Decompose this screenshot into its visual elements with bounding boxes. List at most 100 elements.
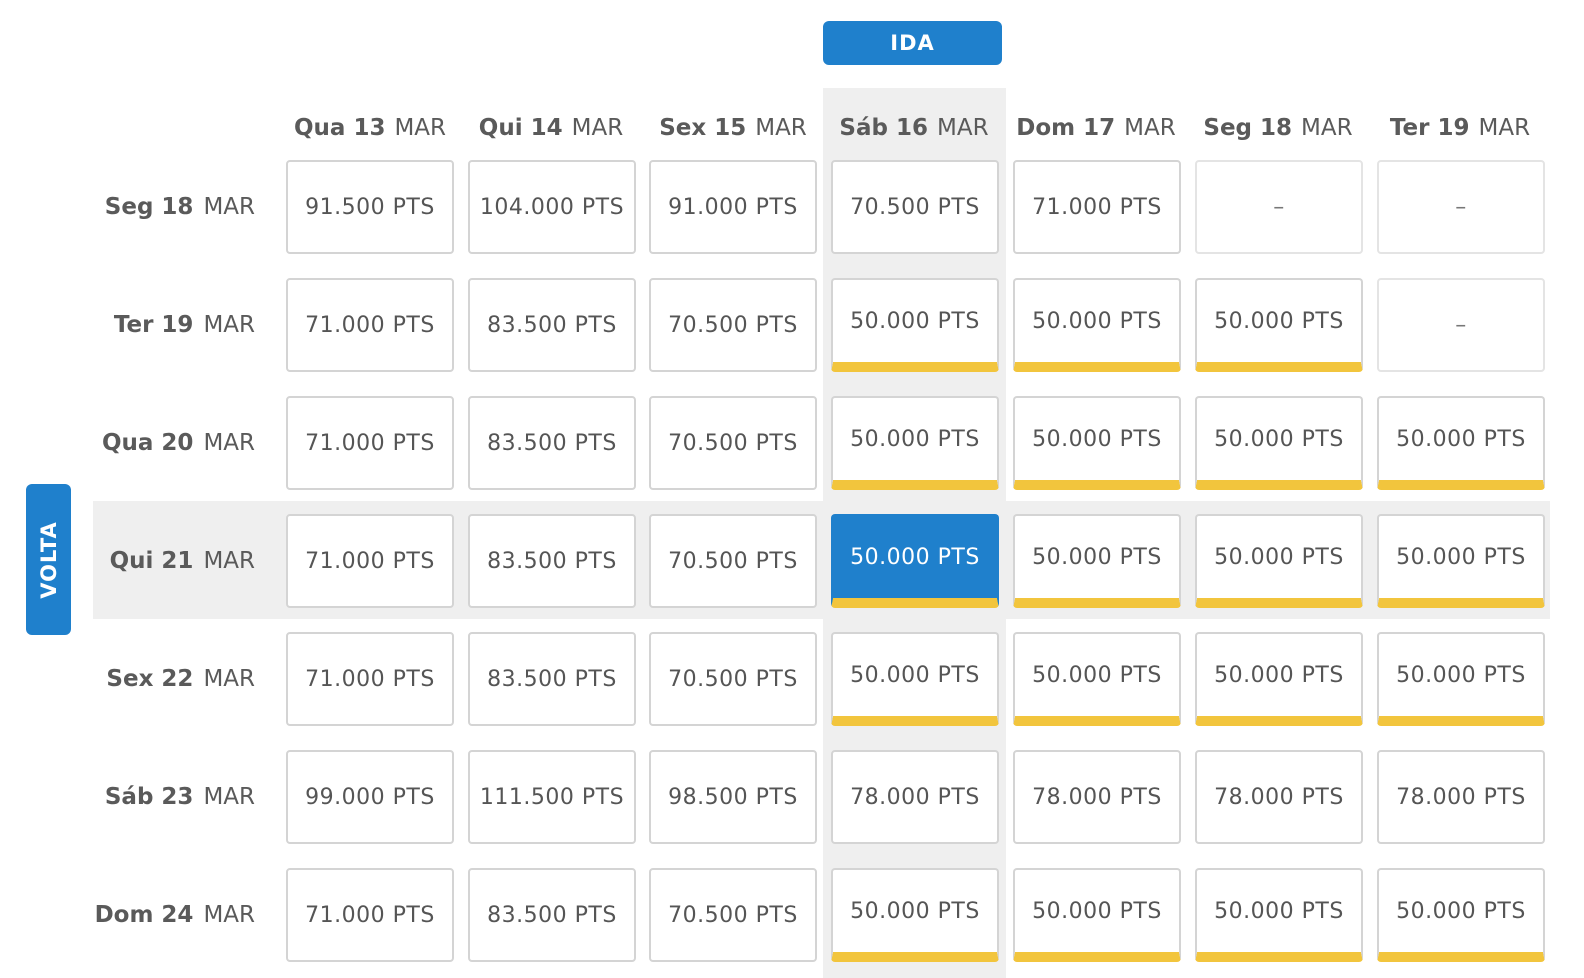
price-cell[interactable]: 50.000 PTS bbox=[831, 632, 999, 726]
price-cell[interactable]: 83.500 PTS bbox=[468, 868, 636, 962]
price-value: 83.500 PTS bbox=[487, 666, 617, 692]
outbound-date-header: Qui 14 MAR bbox=[460, 108, 642, 148]
outbound-date-header: Seg 18 MAR bbox=[1187, 108, 1369, 148]
price-cell[interactable]: 70.500 PTS bbox=[649, 278, 817, 372]
return-month-label: MAR bbox=[203, 194, 255, 220]
price-cell[interactable]: 83.500 PTS bbox=[468, 278, 636, 372]
price-value: 50.000 PTS bbox=[850, 898, 980, 924]
price-cell[interactable]: 78.000 PTS bbox=[1377, 750, 1545, 844]
price-value: 111.500 PTS bbox=[479, 784, 625, 810]
price-value: 50.000 PTS bbox=[1032, 544, 1162, 570]
outbound-month-label: MAR bbox=[755, 115, 807, 141]
return-day-label: Qui 21 bbox=[109, 548, 194, 574]
price-cell[interactable]: 71.000 PTS bbox=[286, 868, 454, 962]
price-cell[interactable]: 50.000 PTS bbox=[1377, 632, 1545, 726]
price-value: 71.000 PTS bbox=[305, 430, 435, 456]
price-value: 50.000 PTS bbox=[1396, 898, 1526, 924]
price-cell-unavailable: – bbox=[1377, 160, 1545, 254]
price-cell[interactable]: 91.500 PTS bbox=[286, 160, 454, 254]
price-value: 50.000 PTS bbox=[1214, 308, 1344, 334]
price-value: 50.000 PTS bbox=[1214, 426, 1344, 452]
price-cell[interactable]: 50.000 PTS bbox=[1013, 868, 1181, 962]
price-value: 70.500 PTS bbox=[668, 548, 798, 574]
return-month-label: MAR bbox=[203, 430, 255, 456]
price-value: 50.000 PTS bbox=[850, 662, 980, 688]
return-month-label: MAR bbox=[203, 548, 255, 574]
price-cell[interactable]: 50.000 PTS bbox=[1377, 514, 1545, 608]
price-cell[interactable]: 50.000 PTS bbox=[1377, 868, 1545, 962]
price-cell[interactable]: 50.000 PTS bbox=[1195, 396, 1363, 490]
price-cell[interactable]: 50.000 PTS bbox=[1013, 514, 1181, 608]
price-value: 50.000 PTS bbox=[1396, 544, 1526, 570]
outbound-day-label: Seg 18 bbox=[1203, 115, 1293, 141]
price-cell[interactable]: 70.500 PTS bbox=[831, 160, 999, 254]
price-cell[interactable]: 50.000 PTS bbox=[1013, 278, 1181, 372]
price-cell[interactable]: 50.000 PTS bbox=[1377, 396, 1545, 490]
return-date-header: Sex 22 MAR bbox=[60, 659, 255, 699]
price-value: – bbox=[1455, 312, 1467, 338]
price-cell[interactable]: 70.500 PTS bbox=[649, 868, 817, 962]
price-cell[interactable]: 50.000 PTS bbox=[831, 396, 999, 490]
price-value: 78.000 PTS bbox=[1396, 784, 1526, 810]
price-cell[interactable]: 71.000 PTS bbox=[286, 396, 454, 490]
price-cell[interactable]: 98.500 PTS bbox=[649, 750, 817, 844]
price-value: – bbox=[1273, 194, 1285, 220]
price-value: 91.500 PTS bbox=[305, 194, 435, 220]
price-value: 50.000 PTS bbox=[1032, 308, 1162, 334]
volta-label: VOLTA bbox=[36, 520, 61, 599]
return-date-header: Seg 18 MAR bbox=[60, 187, 255, 227]
price-cell[interactable]: 111.500 PTS bbox=[468, 750, 636, 844]
price-cell[interactable]: 78.000 PTS bbox=[1013, 750, 1181, 844]
price-value: 50.000 PTS bbox=[1214, 544, 1344, 570]
price-cell[interactable]: 83.500 PTS bbox=[468, 632, 636, 726]
price-value: 71.000 PTS bbox=[1032, 194, 1162, 220]
return-day-label: Dom 24 bbox=[94, 902, 194, 928]
price-cell[interactable]: 70.500 PTS bbox=[649, 514, 817, 608]
outbound-month-label: MAR bbox=[1478, 115, 1531, 141]
price-cell[interactable]: 50.000 PTS bbox=[1195, 868, 1363, 962]
price-cell[interactable]: 71.000 PTS bbox=[1013, 160, 1181, 254]
price-value: 50.000 PTS bbox=[1214, 898, 1344, 924]
price-cell[interactable]: 78.000 PTS bbox=[1195, 750, 1363, 844]
price-cell[interactable]: 50.000 PTS bbox=[1195, 632, 1363, 726]
return-date-header: Sáb 23 MAR bbox=[60, 777, 255, 817]
price-value: 50.000 PTS bbox=[850, 544, 980, 570]
price-cell[interactable]: 99.000 PTS bbox=[286, 750, 454, 844]
price-value: 50.000 PTS bbox=[1396, 426, 1526, 452]
ida-outbound-tab[interactable]: IDA bbox=[823, 21, 1002, 65]
price-value: 50.000 PTS bbox=[1214, 662, 1344, 688]
price-cell[interactable]: 71.000 PTS bbox=[286, 278, 454, 372]
return-date-header: Dom 24 MAR bbox=[60, 895, 255, 935]
price-value: 70.500 PTS bbox=[850, 194, 980, 220]
price-cell[interactable]: 50.000 PTS bbox=[1195, 278, 1363, 372]
price-cell[interactable]: 78.000 PTS bbox=[831, 750, 999, 844]
price-cell[interactable]: 91.000 PTS bbox=[649, 160, 817, 254]
price-cell[interactable]: 50.000 PTS bbox=[831, 868, 999, 962]
price-cell[interactable]: 83.500 PTS bbox=[468, 396, 636, 490]
price-cell[interactable]: 104.000 PTS bbox=[468, 160, 636, 254]
price-cell-unavailable: – bbox=[1377, 278, 1545, 372]
price-cell[interactable]: 50.000 PTS bbox=[1195, 514, 1363, 608]
price-value: 50.000 PTS bbox=[1032, 426, 1162, 452]
price-cell[interactable]: 71.000 PTS bbox=[286, 514, 454, 608]
price-cell[interactable]: 71.000 PTS bbox=[286, 632, 454, 726]
price-cell[interactable]: 50.000 PTS bbox=[1013, 632, 1181, 726]
price-cell-selected[interactable]: 50.000 PTS bbox=[831, 514, 999, 608]
ida-label: IDA bbox=[890, 31, 935, 55]
price-value: 78.000 PTS bbox=[1032, 784, 1162, 810]
price-cell[interactable]: 70.500 PTS bbox=[649, 396, 817, 490]
volta-return-tab[interactable]: VOLTA bbox=[26, 484, 71, 635]
price-value: 70.500 PTS bbox=[668, 430, 798, 456]
price-value: 83.500 PTS bbox=[487, 430, 617, 456]
outbound-date-header: Sex 15 MAR bbox=[642, 108, 824, 148]
outbound-day-label: Sex 15 bbox=[659, 115, 747, 141]
price-cell[interactable]: 83.500 PTS bbox=[468, 514, 636, 608]
return-month-label: MAR bbox=[203, 666, 255, 692]
outbound-day-label: Sáb 16 bbox=[839, 115, 928, 141]
price-value: 70.500 PTS bbox=[668, 902, 798, 928]
price-cell[interactable]: 50.000 PTS bbox=[1013, 396, 1181, 490]
price-cell[interactable]: 50.000 PTS bbox=[831, 278, 999, 372]
price-cell[interactable]: 70.500 PTS bbox=[649, 632, 817, 726]
outbound-day-label: Dom 17 bbox=[1016, 115, 1116, 141]
outbound-month-label: MAR bbox=[937, 115, 989, 141]
